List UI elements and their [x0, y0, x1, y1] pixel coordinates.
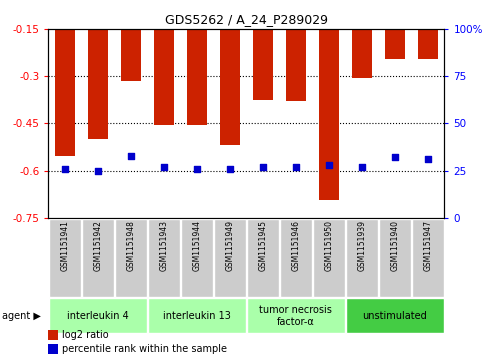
Point: [127, 152, 135, 158]
Bar: [253, 29, 273, 100]
Bar: [55, 29, 75, 156]
Bar: [319, 29, 339, 200]
Bar: [154, 29, 174, 125]
FancyBboxPatch shape: [148, 298, 246, 333]
Bar: [121, 29, 141, 81]
FancyBboxPatch shape: [49, 298, 147, 333]
Text: GSM1151940: GSM1151940: [390, 220, 399, 271]
Bar: [187, 29, 207, 125]
Point: [292, 164, 299, 170]
Text: GSM1151943: GSM1151943: [159, 220, 168, 271]
FancyBboxPatch shape: [412, 219, 444, 297]
Point: [94, 168, 102, 174]
Text: GSM1151942: GSM1151942: [93, 220, 102, 271]
Text: GSM1151947: GSM1151947: [424, 220, 432, 271]
Text: GSM1151945: GSM1151945: [258, 220, 267, 271]
Bar: [48, 330, 58, 340]
FancyBboxPatch shape: [379, 219, 411, 297]
Bar: [385, 29, 405, 59]
Bar: [220, 29, 240, 146]
FancyBboxPatch shape: [346, 298, 444, 333]
FancyBboxPatch shape: [49, 219, 81, 297]
Text: GSM1151946: GSM1151946: [291, 220, 300, 271]
FancyBboxPatch shape: [148, 219, 180, 297]
Bar: [352, 29, 372, 78]
Bar: [88, 29, 108, 139]
Text: GSM1151939: GSM1151939: [357, 220, 366, 271]
FancyBboxPatch shape: [82, 219, 114, 297]
Text: GSM1151950: GSM1151950: [325, 220, 333, 271]
Point: [61, 166, 69, 172]
Point: [193, 166, 201, 172]
FancyBboxPatch shape: [115, 219, 147, 297]
Text: GSM1151949: GSM1151949: [226, 220, 234, 271]
Title: GDS5262 / A_24_P289029: GDS5262 / A_24_P289029: [165, 13, 328, 26]
Text: percentile rank within the sample: percentile rank within the sample: [62, 344, 227, 354]
FancyBboxPatch shape: [181, 219, 213, 297]
Point: [160, 164, 168, 170]
Bar: [48, 344, 58, 354]
Text: tumor necrosis
factor-α: tumor necrosis factor-α: [259, 305, 332, 327]
Point: [259, 164, 267, 170]
Text: agent ▶: agent ▶: [1, 311, 41, 321]
Text: GSM1151941: GSM1151941: [60, 220, 69, 271]
FancyBboxPatch shape: [214, 219, 246, 297]
FancyBboxPatch shape: [346, 219, 378, 297]
FancyBboxPatch shape: [247, 298, 345, 333]
FancyBboxPatch shape: [280, 219, 312, 297]
Point: [391, 155, 399, 160]
Text: interleukin 4: interleukin 4: [67, 311, 128, 321]
Bar: [418, 29, 438, 59]
Point: [226, 166, 234, 172]
Text: GSM1151944: GSM1151944: [192, 220, 201, 271]
Text: unstimulated: unstimulated: [362, 311, 427, 321]
Text: GSM1151948: GSM1151948: [127, 220, 135, 271]
Point: [424, 156, 432, 162]
FancyBboxPatch shape: [247, 219, 279, 297]
Point: [325, 162, 333, 168]
FancyBboxPatch shape: [313, 219, 345, 297]
Text: interleukin 13: interleukin 13: [163, 311, 231, 321]
Point: [358, 164, 366, 170]
Text: log2 ratio: log2 ratio: [62, 330, 109, 340]
Bar: [286, 29, 306, 101]
